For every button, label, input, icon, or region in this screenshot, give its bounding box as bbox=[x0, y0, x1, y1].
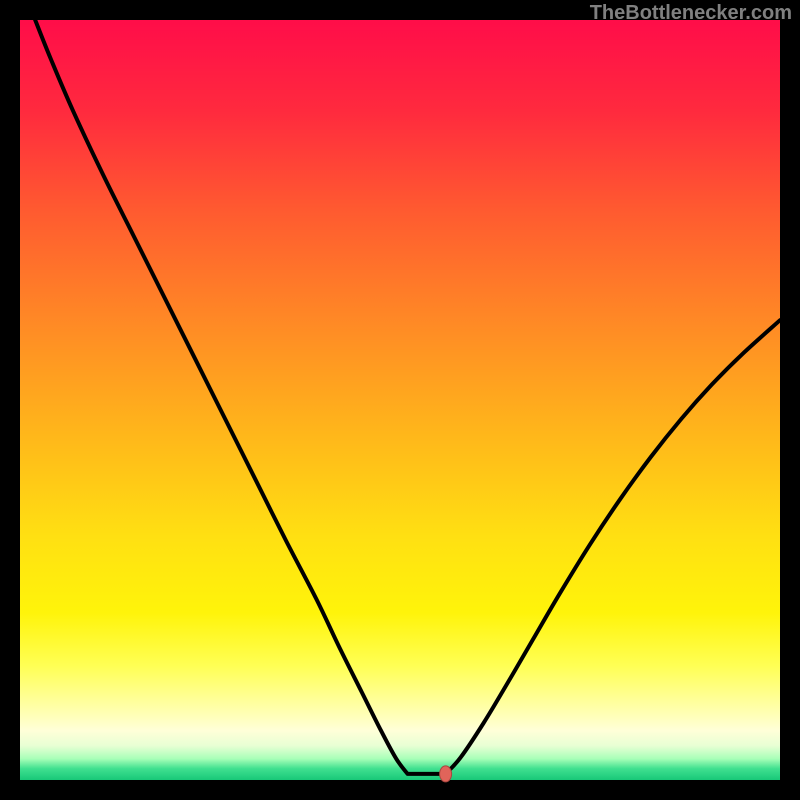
watermark-text: TheBottlenecker.com bbox=[590, 2, 792, 25]
chart-svg bbox=[0, 0, 800, 800]
plot-background bbox=[20, 20, 780, 780]
chart-stage: TheBottlenecker.com bbox=[0, 0, 800, 800]
minimum-marker bbox=[440, 766, 452, 782]
